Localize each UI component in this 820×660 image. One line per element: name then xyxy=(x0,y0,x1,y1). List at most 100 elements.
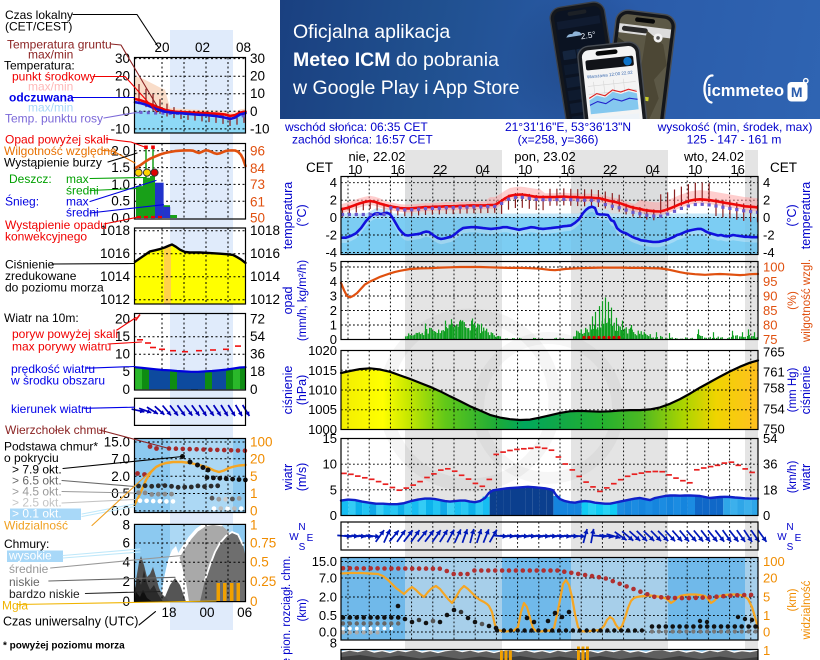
svg-text:2.0: 2.0 xyxy=(111,143,130,158)
svg-text:max: max xyxy=(66,195,89,209)
svg-text:niskie: niskie xyxy=(9,575,40,589)
svg-text:2.5°: 2.5° xyxy=(580,29,597,41)
svg-text:0.5: 0.5 xyxy=(319,608,337,623)
svg-text:opad: opad xyxy=(281,287,295,315)
svg-text:15: 15 xyxy=(323,431,337,446)
svg-text:0.0: 0.0 xyxy=(319,625,337,640)
svg-text:Podstawa chmur*: Podstawa chmur* xyxy=(4,440,98,454)
svg-text:E: E xyxy=(307,533,314,544)
svg-text:0.5: 0.5 xyxy=(250,555,269,570)
svg-text:do poziomu morza: do poziomu morza xyxy=(5,281,104,295)
svg-text:0: 0 xyxy=(763,210,770,225)
svg-text:30: 30 xyxy=(250,51,265,66)
svg-text:Wierzchołek chmur: Wierzchołek chmur xyxy=(5,423,107,437)
svg-text:5: 5 xyxy=(250,469,258,484)
svg-text:22: 22 xyxy=(433,162,447,177)
svg-text:N: N xyxy=(298,522,305,533)
svg-text:kierunek wiatru: kierunek wiatru xyxy=(11,402,92,416)
svg-text:1012: 1012 xyxy=(250,292,280,307)
svg-text:Wiatr na 10m:: Wiatr na 10m: xyxy=(4,311,79,325)
svg-text:w środku obszaru: w środku obszaru xyxy=(10,374,105,388)
svg-text:04: 04 xyxy=(475,162,489,177)
svg-text:> 2.5 okt.: > 2.5 okt. xyxy=(12,496,62,510)
svg-text:max/min: max/min xyxy=(28,48,73,62)
svg-text:54: 54 xyxy=(250,329,266,344)
svg-text:100: 100 xyxy=(763,260,785,275)
svg-text:75: 75 xyxy=(763,332,777,347)
svg-text:1.0: 1.0 xyxy=(111,177,130,192)
svg-text:95: 95 xyxy=(763,274,777,289)
svg-text:0: 0 xyxy=(250,382,258,397)
svg-text:54: 54 xyxy=(763,431,777,446)
svg-text:10: 10 xyxy=(348,162,362,177)
svg-text:konwekcyjnego: konwekcyjnego xyxy=(5,230,87,244)
svg-text:max porywy wiatru: max porywy wiatru xyxy=(12,340,111,354)
svg-text:1014: 1014 xyxy=(250,269,281,284)
svg-text:100: 100 xyxy=(250,435,273,450)
svg-text:1018: 1018 xyxy=(100,223,130,238)
svg-text:50: 50 xyxy=(250,211,265,226)
svg-text:1: 1 xyxy=(330,318,337,333)
svg-text:(m/s): (m/s) xyxy=(295,463,309,491)
svg-text:S: S xyxy=(299,542,306,553)
svg-text:21°31'16"E, 53°36'13"N: 21°31'16"E, 53°36'13"N xyxy=(505,120,631,134)
svg-text:temperatura: temperatura xyxy=(799,182,813,249)
svg-text:punkt środkowy: punkt środkowy xyxy=(12,70,95,84)
svg-text:0: 0 xyxy=(122,104,130,119)
svg-text:36: 36 xyxy=(763,457,777,472)
svg-text:3: 3 xyxy=(330,289,337,304)
svg-text:15.0: 15.0 xyxy=(312,554,337,569)
svg-text:1015: 1015 xyxy=(308,363,337,378)
svg-text:(hPa): (hPa) xyxy=(295,375,309,406)
svg-text:4: 4 xyxy=(763,175,770,190)
svg-text:icmmeteo: icmmeteo xyxy=(707,82,784,100)
svg-text:61: 61 xyxy=(250,194,265,209)
svg-text:754: 754 xyxy=(763,402,785,417)
svg-text:4: 4 xyxy=(330,274,337,289)
svg-text:ciśnienie: ciśnienie xyxy=(799,366,813,415)
svg-text:4: 4 xyxy=(122,555,130,570)
svg-text:Wystąpienie burzy: Wystąpienie burzy xyxy=(4,156,102,170)
svg-text:e pion. rozciągł. chm.: e pion. rozciągł. chm. xyxy=(281,556,293,660)
svg-text:2: 2 xyxy=(122,574,130,589)
svg-text:18: 18 xyxy=(763,482,777,497)
svg-text:0: 0 xyxy=(122,594,130,609)
svg-text:max: max xyxy=(66,172,89,186)
svg-text:-2: -2 xyxy=(763,228,775,243)
svg-text:6: 6 xyxy=(122,536,130,551)
svg-text:Temp. punktu rosy: Temp. punktu rosy xyxy=(5,112,103,126)
svg-text:85: 85 xyxy=(763,303,777,318)
svg-text:-4: -4 xyxy=(763,245,775,260)
svg-text:73: 73 xyxy=(250,177,265,192)
svg-text:1005: 1005 xyxy=(308,402,337,417)
svg-text:CET: CET xyxy=(770,160,797,175)
svg-text:1: 1 xyxy=(763,643,770,658)
svg-text:wilgotność wzgl.: wilgotność wzgl. xyxy=(801,259,813,343)
svg-text:0: 0 xyxy=(250,594,258,609)
svg-text:0: 0 xyxy=(250,503,258,518)
svg-text:10: 10 xyxy=(115,86,130,101)
svg-text:2: 2 xyxy=(330,193,337,208)
svg-text:-4: -4 xyxy=(325,245,337,260)
svg-text:06: 06 xyxy=(237,605,252,620)
svg-text:22: 22 xyxy=(603,162,617,177)
svg-text:5: 5 xyxy=(122,364,130,379)
svg-text:prędkość wiatru: prędkość wiatru xyxy=(11,362,95,376)
svg-text:max/min: max/min xyxy=(28,101,73,115)
svg-text:18: 18 xyxy=(161,605,176,620)
svg-text:(km/h): (km/h) xyxy=(787,461,799,494)
svg-text:750: 750 xyxy=(763,422,785,437)
svg-text:W: W xyxy=(289,532,299,543)
svg-text:1018: 1018 xyxy=(250,223,280,238)
svg-text:Temperatura gruntu: Temperatura gruntu xyxy=(7,38,112,52)
svg-text:CET: CET xyxy=(306,160,333,175)
svg-text:96: 96 xyxy=(250,143,265,158)
svg-text:16: 16 xyxy=(390,162,404,177)
svg-text:średnie: średnie xyxy=(9,562,49,576)
svg-text:pon, 23.02: pon, 23.02 xyxy=(514,149,575,164)
svg-text:(km): (km) xyxy=(297,598,309,621)
svg-text:1010: 1010 xyxy=(308,383,337,398)
svg-text:Śnieg:: Śnieg: xyxy=(5,194,39,209)
svg-text:Mgła: Mgła xyxy=(2,599,28,613)
svg-text:M: M xyxy=(791,84,803,100)
